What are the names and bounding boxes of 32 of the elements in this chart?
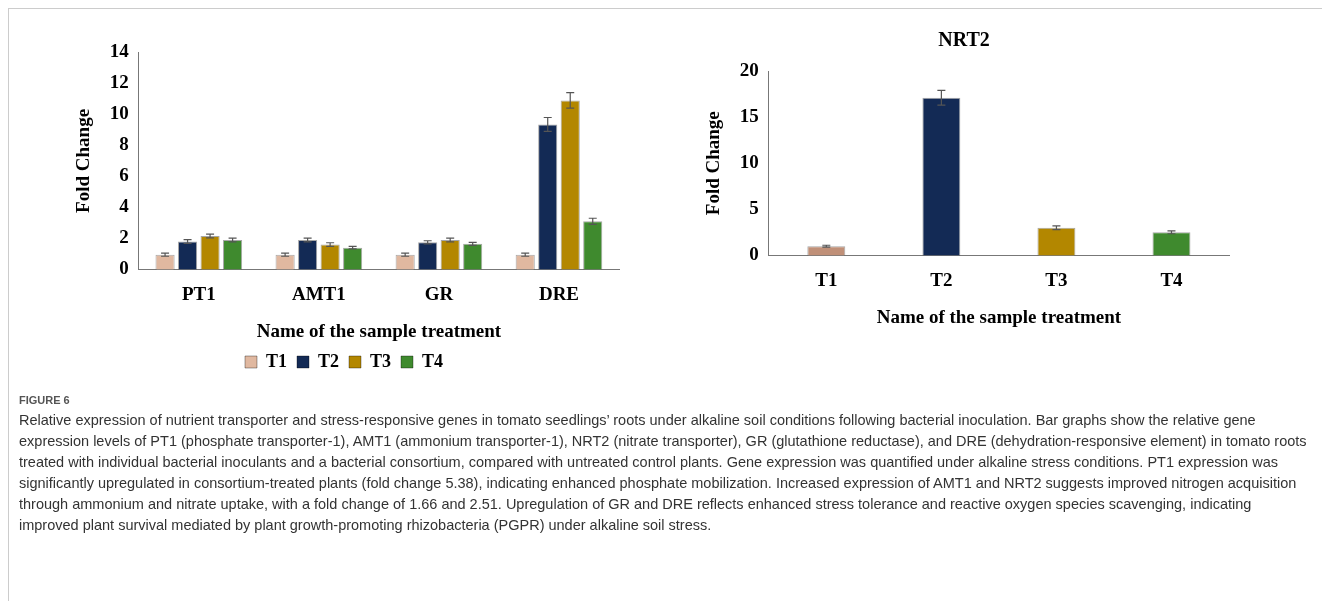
- y-tick-label: 12: [109, 71, 129, 93]
- y-tick-label: 5: [749, 197, 759, 219]
- chart-title: NRT2: [938, 28, 990, 51]
- y-tick-label: 20: [739, 58, 759, 80]
- y-axis-title: Fold Change: [72, 108, 94, 213]
- x-axis-title: Name of the sample treatment: [876, 305, 1122, 327]
- y-tick-label: 10: [739, 151, 759, 173]
- y-tick-label: 8: [119, 133, 129, 155]
- x-tick-label: T1: [815, 268, 838, 290]
- text: Relative expression of nutrient transporter and stress-responsive genes in tomato seedlings’ roots under alkaline soil conditions following bacterial inoculation. Bar graphs show the relative gene expression levels of PT1 (phosphate transporter-1), AMT1 (ammonium transporter-1), NRT2 (nitrate transporter), GR (glutathione reductase), and DRE (dehydration-responsive element) in tomato roots treated with individual bacterial inoculants and a bacterial consortium, compared with untreated control plants. Gene expression was quantified under alkaline stress conditions. PT1 expression was significantly upregulated in consortium-treated plants (fold change 5.38), indicating enhanced phosphate mobilization. Increased expression of AMT1 and NRT2 suggests improved nitrogen acquisition through ammonium and nitrate uptake, with a fold change of 1.66 and 2.51. Upregulation of GR and DRE reflects enhanced stress tolerance and reactive oxygen species scavenging, indicating improved plant survival mediated by plant growth-promoting rhizobacteria (PGPR) under alkaline soil stress.: [19, 411, 1308, 535]
- legend-label: T2: [317, 350, 340, 371]
- x-tick-label: T2: [930, 268, 953, 290]
- x-tick-label: T3: [1045, 268, 1068, 290]
- y-tick-label: 6: [119, 164, 129, 186]
- x-tick-label: T4: [1160, 268, 1184, 290]
- x-tick-label: DRE: [538, 282, 580, 304]
- legend-label: T3: [370, 350, 392, 371]
- y-tick-label: 15: [739, 105, 759, 127]
- y-tick-label: 0: [119, 257, 129, 279]
- legend-label: T4: [422, 350, 444, 371]
- y-tick-label: 0: [749, 243, 759, 265]
- x-tick-label: PT1: [181, 282, 216, 304]
- caption: FIGURE 6: [19, 394, 71, 406]
- x-tick-label: GR: [424, 282, 454, 304]
- x-axis-title: Name of the sample treatment: [256, 319, 502, 341]
- y-axis-title: Fold Change: [702, 111, 724, 216]
- legend-label: T1: [265, 350, 287, 371]
- y-tick-label: 14: [109, 40, 130, 62]
- y-tick-label: 2: [119, 226, 129, 248]
- y-tick-label: 10: [109, 102, 129, 124]
- x-tick-label: AMT1: [291, 282, 346, 304]
- y-tick-label: 4: [119, 195, 130, 217]
